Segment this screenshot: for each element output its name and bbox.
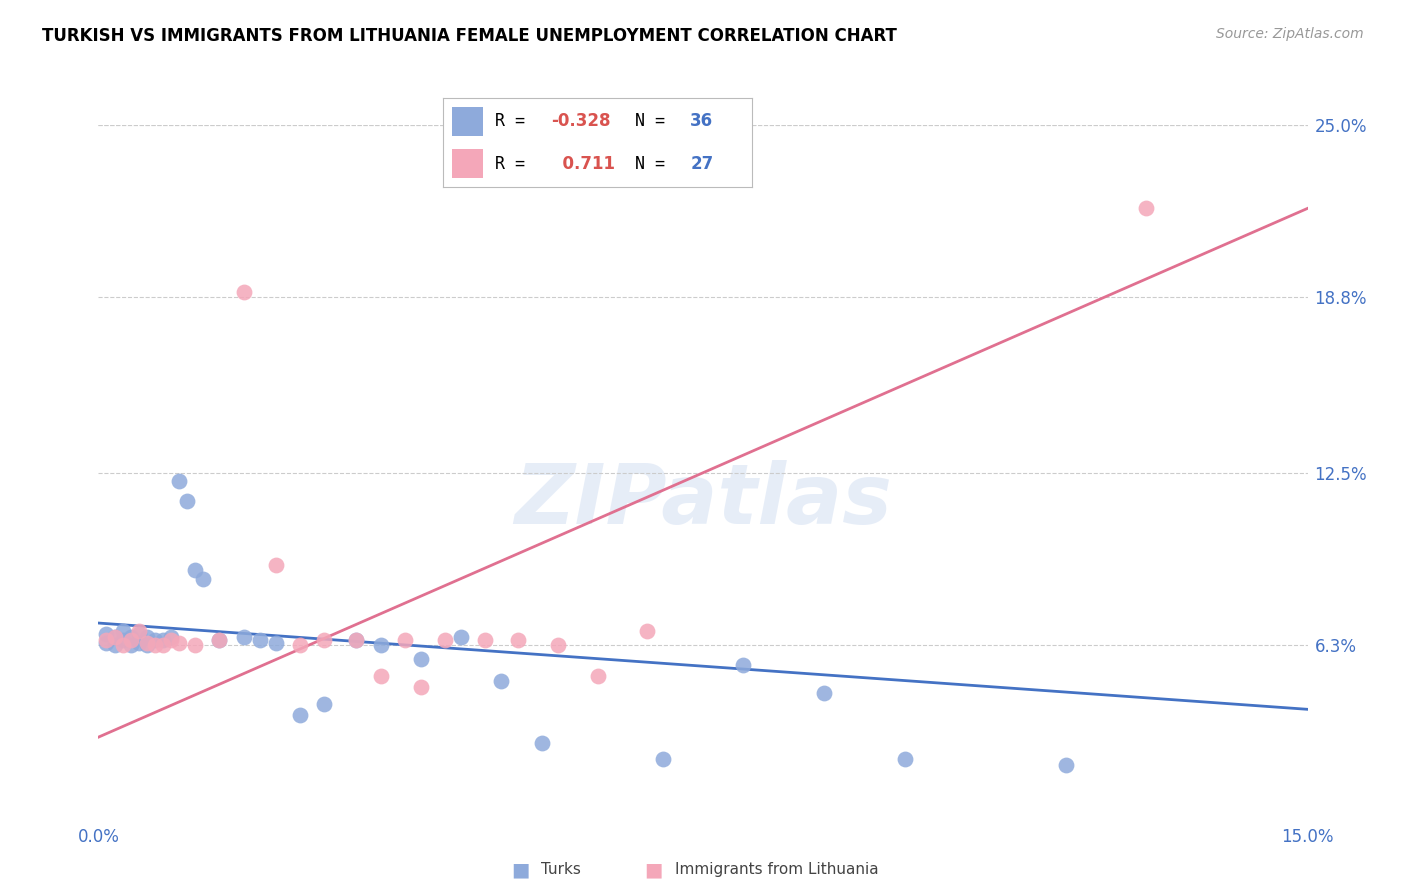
Point xyxy=(96,635,118,649)
Text: Source: ZipAtlas.com: Source: ZipAtlas.com xyxy=(1216,27,1364,41)
Point xyxy=(370,669,392,683)
Point xyxy=(344,632,367,647)
Point xyxy=(167,635,190,649)
Point xyxy=(506,632,529,647)
Bar xyxy=(453,107,484,136)
Point xyxy=(636,624,658,639)
Point xyxy=(96,632,118,647)
Point xyxy=(264,558,287,572)
Text: 27: 27 xyxy=(690,155,714,173)
Point xyxy=(111,624,134,639)
Text: ■: ■ xyxy=(644,860,664,880)
Text: N =: N = xyxy=(634,155,675,173)
Point xyxy=(813,685,835,699)
Point xyxy=(167,474,190,488)
Point xyxy=(651,752,673,766)
Point xyxy=(232,285,254,299)
Text: Turks: Turks xyxy=(541,863,581,877)
Point xyxy=(128,624,150,639)
Text: R =: R = xyxy=(495,112,536,130)
Point xyxy=(103,630,125,644)
Point xyxy=(491,674,513,689)
Text: ZIPatlas: ZIPatlas xyxy=(515,460,891,541)
Point xyxy=(120,632,142,647)
Point xyxy=(128,627,150,641)
Point xyxy=(409,680,432,694)
Point xyxy=(314,697,336,711)
Point xyxy=(135,638,157,652)
Point xyxy=(193,572,215,586)
Point xyxy=(208,632,231,647)
Text: N =: N = xyxy=(634,112,675,130)
Point xyxy=(434,632,457,647)
Text: R =: R = xyxy=(495,155,536,173)
Point xyxy=(893,752,915,766)
Point xyxy=(547,638,569,652)
Point xyxy=(96,627,118,641)
Text: TURKISH VS IMMIGRANTS FROM LITHUANIA FEMALE UNEMPLOYMENT CORRELATION CHART: TURKISH VS IMMIGRANTS FROM LITHUANIA FEM… xyxy=(42,27,897,45)
Point xyxy=(208,632,231,647)
Point xyxy=(143,638,166,652)
Point xyxy=(450,630,472,644)
Point xyxy=(474,632,496,647)
Point xyxy=(152,632,174,647)
Point xyxy=(152,638,174,652)
Point xyxy=(184,563,207,577)
Point xyxy=(160,632,183,647)
Point xyxy=(103,638,125,652)
Text: 0.711: 0.711 xyxy=(551,155,616,173)
Point xyxy=(288,638,311,652)
Point xyxy=(120,630,142,644)
Text: ■: ■ xyxy=(510,860,530,880)
Point xyxy=(344,632,367,647)
Point xyxy=(394,632,416,647)
Point xyxy=(135,635,157,649)
Point xyxy=(111,638,134,652)
Point xyxy=(143,632,166,647)
Point xyxy=(370,638,392,652)
Point xyxy=(128,635,150,649)
Bar xyxy=(453,149,484,178)
Point xyxy=(288,707,311,722)
Point xyxy=(264,635,287,649)
Point xyxy=(103,630,125,644)
Point xyxy=(160,630,183,644)
Point xyxy=(586,669,609,683)
Point xyxy=(314,632,336,647)
Text: -0.328: -0.328 xyxy=(551,112,610,130)
Point xyxy=(111,632,134,647)
Point xyxy=(232,630,254,644)
Point xyxy=(1135,202,1157,216)
Point xyxy=(733,657,755,672)
Point xyxy=(135,630,157,644)
Text: Immigrants from Lithuania: Immigrants from Lithuania xyxy=(675,863,879,877)
Point xyxy=(530,736,553,750)
Point xyxy=(249,632,271,647)
Point xyxy=(409,652,432,666)
Point xyxy=(176,493,198,508)
Point xyxy=(120,638,142,652)
Point xyxy=(184,638,207,652)
Point xyxy=(1054,758,1077,772)
Text: 36: 36 xyxy=(690,112,713,130)
